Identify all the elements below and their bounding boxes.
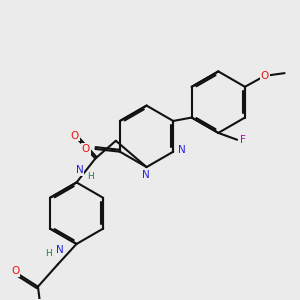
Text: O: O bbox=[11, 266, 19, 276]
Text: O: O bbox=[71, 131, 79, 141]
Text: F: F bbox=[240, 135, 246, 145]
Text: N: N bbox=[56, 245, 64, 255]
Text: O: O bbox=[82, 144, 90, 154]
Text: H: H bbox=[45, 249, 52, 258]
Text: N: N bbox=[142, 169, 150, 180]
Text: O: O bbox=[261, 71, 269, 81]
Text: H: H bbox=[87, 172, 93, 181]
Text: N: N bbox=[178, 145, 185, 155]
Text: N: N bbox=[76, 166, 84, 176]
